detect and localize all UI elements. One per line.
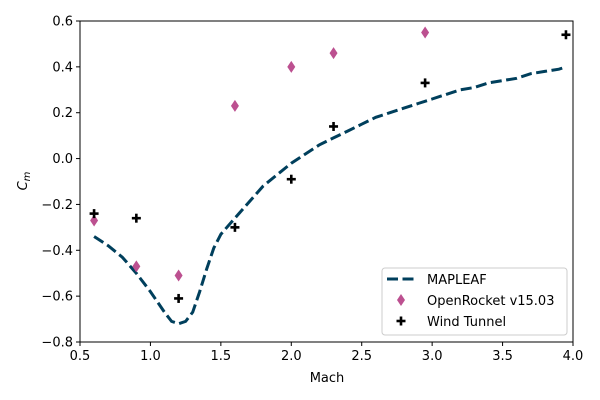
wind-tunnel-point [89,209,99,219]
wind-tunnel-point [329,121,339,131]
x-tick-label: 2.0 [281,349,302,364]
x-tick-label: 3.5 [492,349,513,364]
openrocket-point [132,260,141,273]
openrocket-point [421,26,430,39]
x-axis-ticks: 0.5 1.0 1.5 2.0 2.5 3.0 3.5 4.0 [70,342,584,364]
x-tick-label: 4.0 [563,349,584,364]
openrocket-point [174,269,183,282]
y-axis-label-sub: m [22,171,33,181]
y-axis-label: Cm [16,171,33,190]
legend-swatch-wind-tunnel [396,316,406,326]
openrocket-point [90,214,99,227]
x-tick-label: 3.0 [422,349,443,364]
y-tick-label: −0.2 [41,198,73,213]
y-axis-ticks: −0.8 −0.6 −0.4 −0.2 0.0 0.2 0.4 0.6 [41,15,80,351]
legend-label: Wind Tunnel [427,315,506,330]
legend-label: MAPLEAF [427,273,487,288]
wind-tunnel-point [420,78,430,88]
openrocket-point [287,60,296,73]
y-tick-label: −0.6 [41,290,73,305]
x-tick-label: 2.5 [351,349,372,364]
legend-swatch-openrocket [397,294,405,306]
openrocket-point [329,47,338,60]
y-tick-label: 0.0 [52,152,73,167]
y-tick-label: −0.4 [41,244,73,259]
legend: MAPLEAF OpenRocket v15.03 Wind Tunnel [381,267,568,336]
x-tick-label: 0.5 [70,349,91,364]
mapleaf-line [93,65,567,326]
wind-tunnel-point [174,293,184,303]
x-axis-label: Mach [310,371,345,386]
x-tick-label: 1.5 [211,349,232,364]
plot-area [89,26,571,326]
legend-box [381,267,568,336]
wind-tunnel-point [131,213,141,223]
openrocket-point [230,99,239,112]
plot-frame [79,20,574,343]
y-tick-label: 0.2 [52,106,73,121]
y-tick-label: 0.4 [52,60,73,75]
wind-tunnel-point [561,30,571,40]
wind-tunnel-point [286,174,296,184]
y-tick-label: −0.8 [41,336,73,351]
wind-tunnel-point [230,222,240,232]
x-tick-label: 1.0 [140,349,161,364]
y-tick-label: 0.6 [52,15,73,30]
legend-label: OpenRocket v15.03 [427,294,554,309]
y-axis-label-main: C [16,180,31,190]
